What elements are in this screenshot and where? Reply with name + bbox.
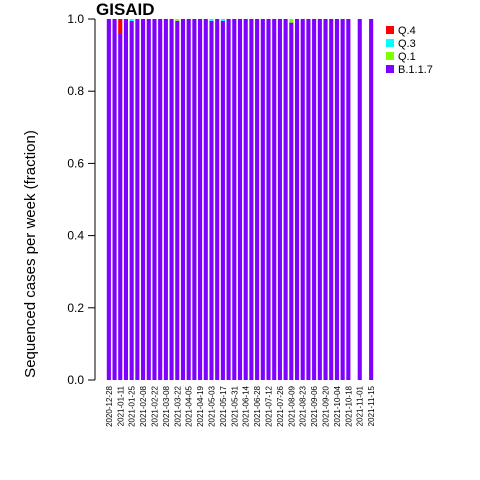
- bar-segment: [123, 19, 129, 380]
- y-tick-label: 0.0: [67, 373, 84, 387]
- x-tick-label: 2021-05-31: [230, 385, 239, 426]
- legend-swatch: [386, 26, 394, 34]
- bar-segment: [106, 19, 111, 380]
- legend-swatch: [386, 39, 394, 47]
- x-tick-label: 2021-03-22: [173, 385, 182, 426]
- legend-label: Q.1: [398, 51, 416, 63]
- x-tick-label: 2021-04-05: [185, 385, 194, 426]
- x-tick-label: 2021-02-08: [139, 385, 148, 426]
- bar-segment: [300, 19, 305, 380]
- x-tick-label: 2021-04-19: [196, 385, 205, 426]
- bar-segment: [283, 19, 288, 380]
- bar-segment: [135, 19, 140, 380]
- bar-segment: [129, 20, 134, 381]
- bar-segment: [186, 19, 191, 380]
- bar-segment: [118, 33, 123, 380]
- x-tick-label: 2021-11-15: [367, 385, 376, 426]
- bar-segment: [175, 20, 180, 381]
- bar-segment: [175, 19, 180, 21]
- bar-segment: [277, 19, 282, 380]
- bar-segment: [306, 19, 311, 380]
- legend-label: Q.3: [398, 38, 416, 50]
- x-tick-label: 2021-06-28: [253, 385, 262, 426]
- x-tick-label: 2021-10-04: [333, 385, 342, 426]
- bar-segment: [118, 19, 123, 34]
- bar-segment: [255, 19, 260, 380]
- x-tick-label: 2021-08-09: [287, 385, 296, 426]
- y-tick-label: 0.8: [67, 84, 84, 98]
- bar-segment: [209, 19, 214, 21]
- x-tick-label: 2021-05-03: [207, 385, 216, 426]
- x-tick-label: 2021-07-26: [276, 385, 285, 426]
- legend-label: Q.4: [398, 25, 416, 37]
- bar-segment: [215, 19, 220, 380]
- bar-segment: [294, 19, 300, 380]
- bar-segment: [323, 19, 328, 380]
- x-tick-label: 2021-09-20: [322, 385, 331, 426]
- x-tick-label: 2021-08-23: [299, 385, 308, 426]
- bar-segment: [203, 19, 208, 380]
- y-tick-label: 0.4: [67, 229, 84, 243]
- legend-swatch: [386, 52, 394, 60]
- bar-segment: [237, 19, 243, 380]
- x-tick-label: 2021-11-01: [356, 385, 365, 426]
- x-tick-label: 2021-07-12: [265, 385, 274, 426]
- bar-segment: [163, 19, 168, 380]
- bar-segment: [266, 19, 271, 380]
- x-tick-label: 2021-05-17: [219, 385, 228, 426]
- y-tick-label: 0.6: [67, 156, 84, 170]
- bars: [106, 19, 374, 381]
- bar-segment: [329, 19, 334, 380]
- bar-segment: [340, 19, 345, 380]
- bar-segment: [129, 19, 134, 21]
- bar-segment: [226, 19, 231, 380]
- x-tick-label: 2021-02-22: [150, 385, 159, 426]
- bar-segment: [158, 19, 163, 380]
- bar-segment: [289, 22, 294, 381]
- bar-segment: [112, 19, 117, 380]
- bar-segment: [220, 19, 225, 21]
- bar-segment: [180, 19, 186, 380]
- bar-segment: [152, 19, 157, 380]
- legend: Q.4Q.3Q.1B.1.1.7: [386, 25, 433, 76]
- bar-segment: [169, 19, 174, 380]
- bar-segment: [220, 20, 225, 381]
- bar-segment: [249, 19, 254, 380]
- y-axis: 0.0 0.2 0.4 0.6 0.8 1.0: [67, 12, 96, 387]
- chart-title: GISAID: [96, 0, 155, 19]
- bar-segment: [346, 19, 351, 380]
- x-tick-label: 2020-12-28: [105, 385, 114, 426]
- bar-segment: [317, 19, 322, 380]
- bar-segment: [312, 19, 317, 380]
- y-tick-label: 1.0: [67, 12, 84, 26]
- bar-segment: [192, 19, 197, 380]
- bar-segment: [260, 19, 265, 380]
- x-tick-label: 2021-03-08: [162, 385, 171, 426]
- bar-segment: [334, 19, 339, 380]
- bar-segment: [357, 19, 362, 380]
- x-tick-label: 2021-01-11: [116, 385, 125, 426]
- bar-segment: [272, 19, 277, 380]
- x-axis-labels: 2020-12-28 2021-01-11 2021-01-25 2021-02-08…: [105, 385, 376, 426]
- x-tick-label: 2021-09-06: [310, 385, 319, 426]
- bar-segment: [369, 19, 374, 380]
- y-axis-title: Sequenced cases per week (fraction): [22, 130, 39, 378]
- legend-label: B.1.1.7: [398, 64, 433, 76]
- x-tick-label: 2021-01-25: [128, 385, 137, 426]
- bar-segment: [209, 20, 214, 381]
- bar-segment: [232, 19, 237, 380]
- y-tick-label: 0.2: [67, 301, 84, 315]
- x-tick-label: 2021-06-14: [242, 385, 251, 426]
- x-tick-label: 2021-10-18: [344, 385, 353, 426]
- legend-swatch: [386, 65, 394, 73]
- bar-segment: [198, 19, 203, 380]
- bar-segment: [289, 19, 294, 23]
- bar-segment: [243, 19, 248, 380]
- bar-segment: [141, 19, 146, 380]
- bar-segment: [146, 19, 151, 380]
